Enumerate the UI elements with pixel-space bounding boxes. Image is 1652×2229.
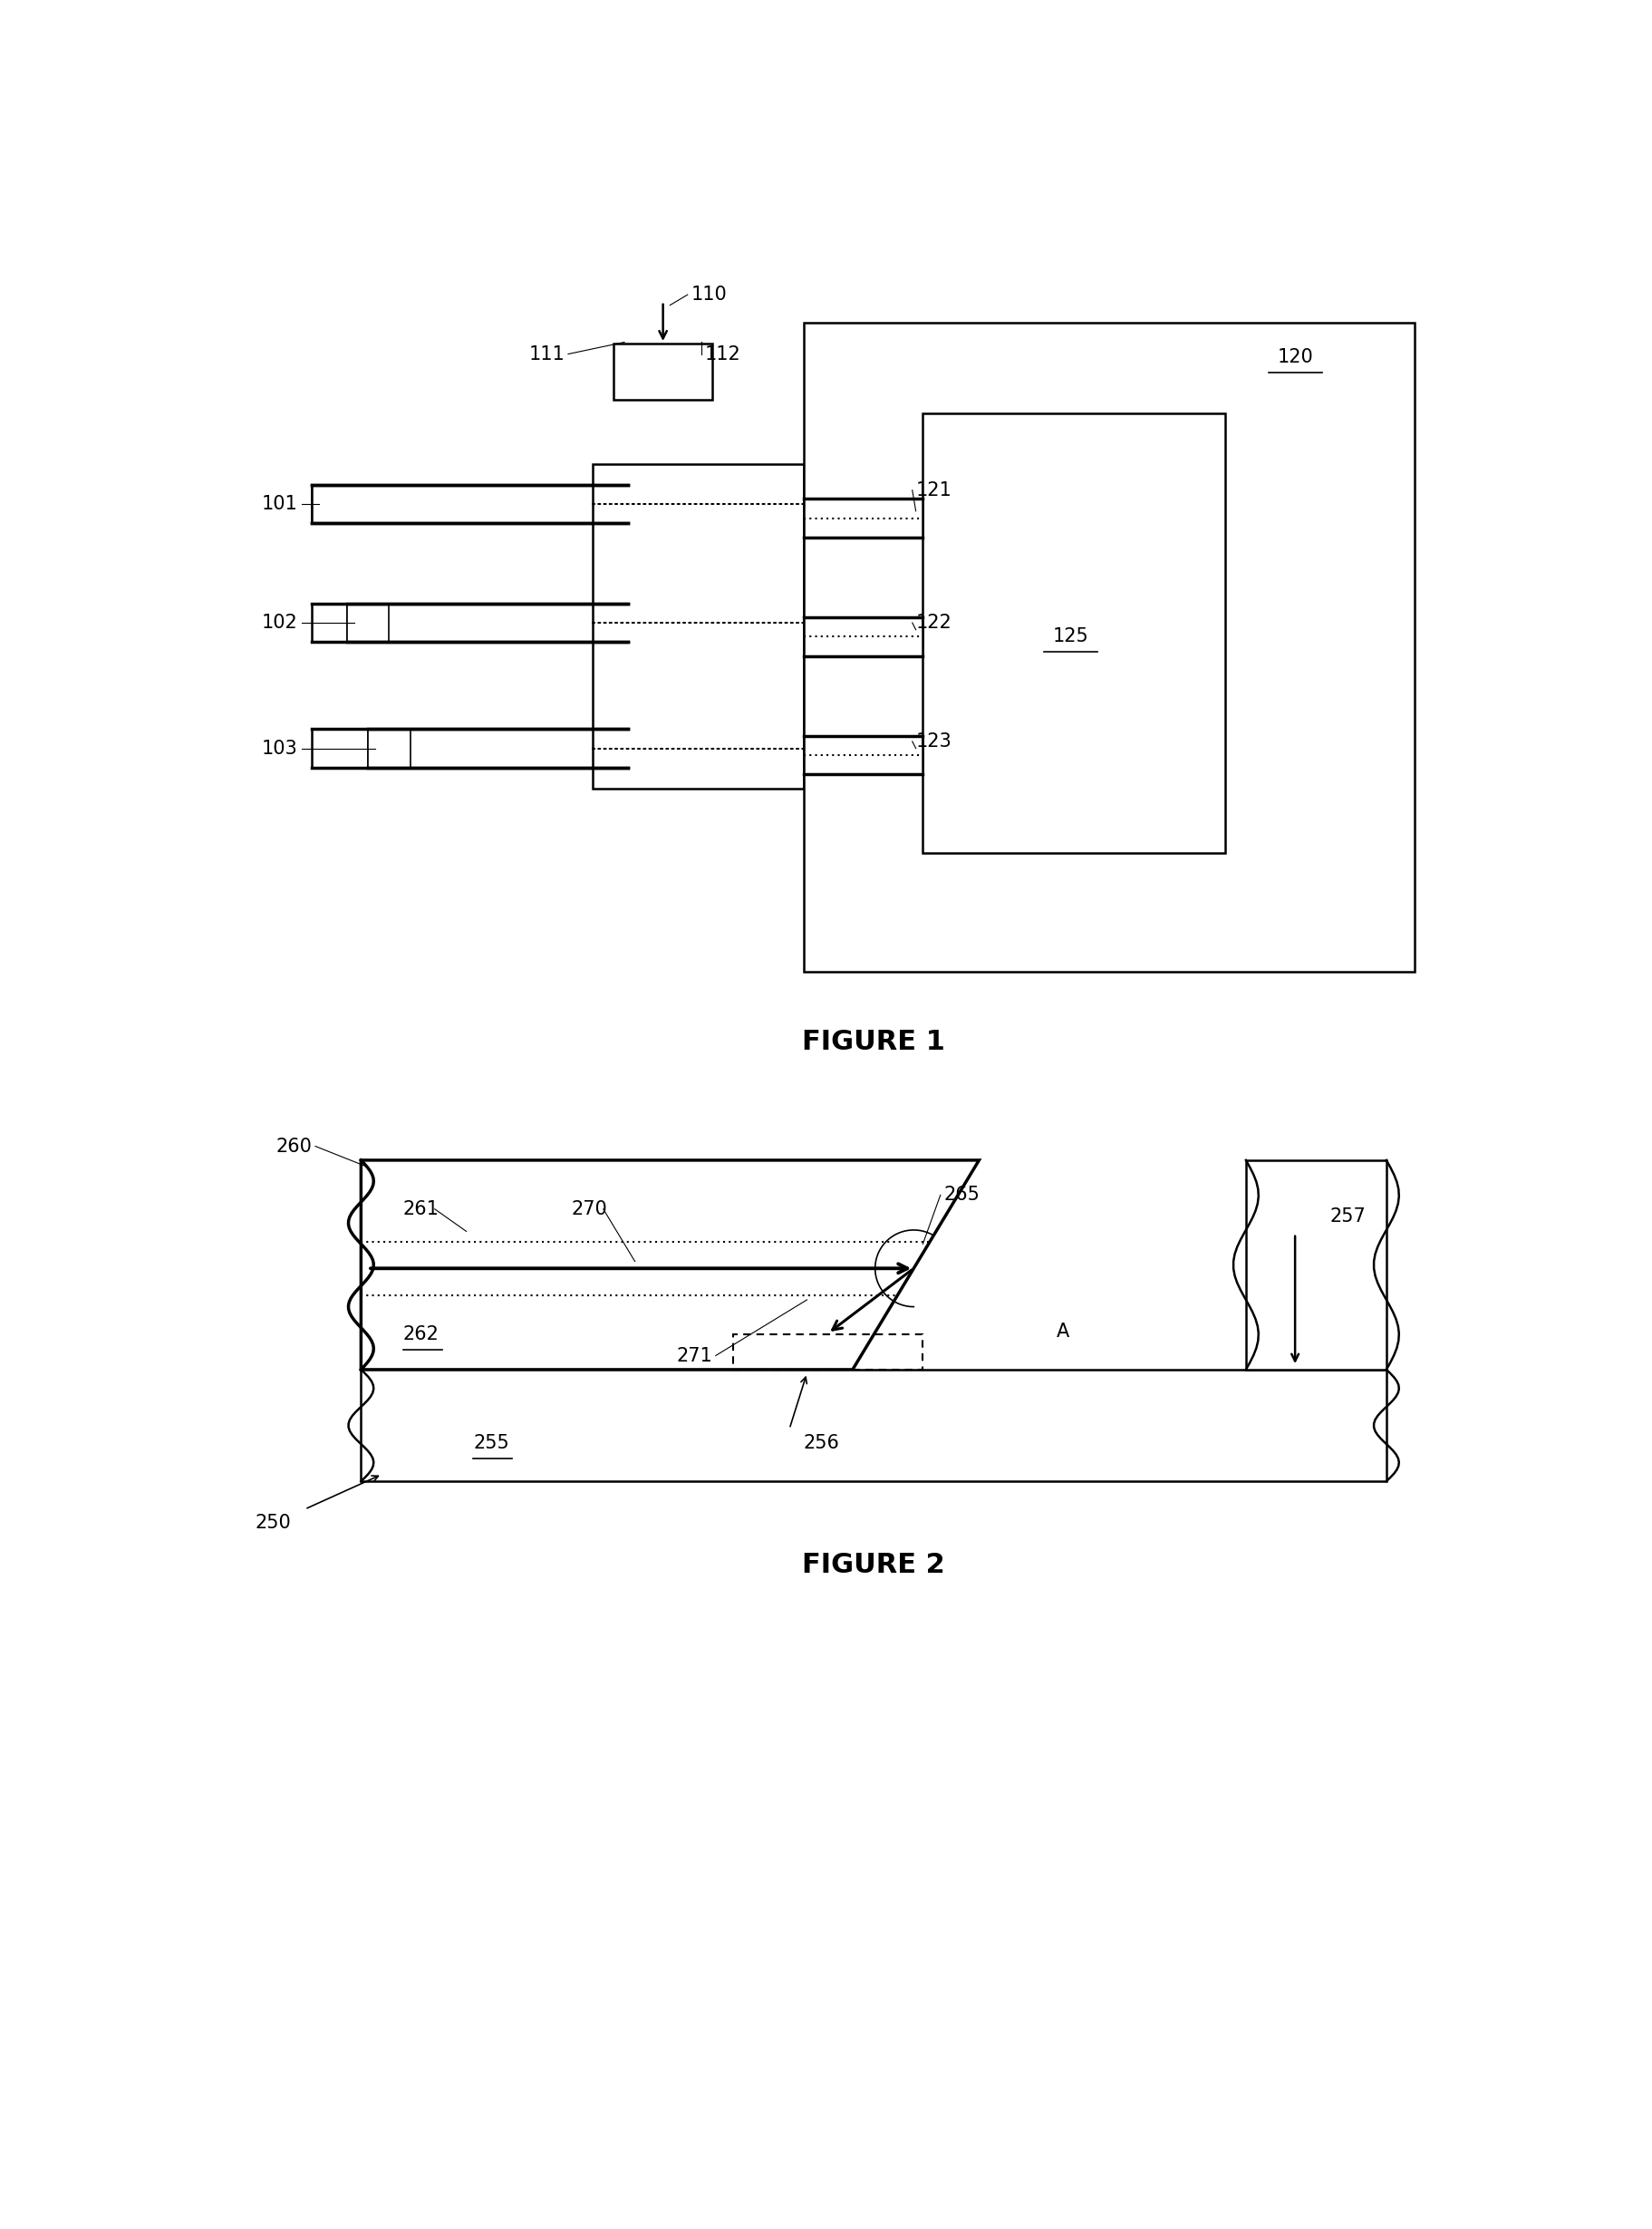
Polygon shape [362, 1161, 980, 1369]
Text: 121: 121 [915, 481, 952, 499]
Polygon shape [362, 1369, 1386, 1482]
Polygon shape [803, 499, 923, 537]
Text: 101: 101 [261, 495, 297, 513]
Text: 250: 250 [254, 1513, 291, 1531]
Text: FIGURE 2: FIGURE 2 [803, 1551, 945, 1578]
Text: 120: 120 [1277, 348, 1313, 366]
Text: 260: 260 [276, 1137, 312, 1155]
Text: 110: 110 [691, 285, 727, 303]
Polygon shape [593, 464, 803, 789]
Text: 111: 111 [529, 345, 565, 363]
Text: 265: 265 [943, 1186, 980, 1204]
Text: 257: 257 [1330, 1206, 1366, 1226]
Text: FIGURE 1: FIGURE 1 [803, 1028, 945, 1054]
Text: 122: 122 [915, 613, 952, 631]
Polygon shape [368, 729, 628, 767]
Text: 123: 123 [915, 733, 952, 751]
Text: 112: 112 [705, 345, 742, 363]
Text: 262: 262 [403, 1326, 439, 1344]
Polygon shape [803, 617, 923, 655]
Text: 102: 102 [261, 613, 297, 631]
Text: 271: 271 [676, 1346, 712, 1364]
Text: 270: 270 [572, 1199, 608, 1217]
Polygon shape [803, 736, 923, 773]
Polygon shape [1246, 1161, 1386, 1369]
Polygon shape [312, 486, 628, 524]
Text: 103: 103 [261, 740, 297, 758]
Text: A: A [1056, 1322, 1069, 1340]
Polygon shape [347, 604, 390, 642]
Polygon shape [312, 729, 628, 767]
Text: 125: 125 [1052, 629, 1089, 646]
Polygon shape [368, 729, 410, 767]
Polygon shape [923, 412, 1224, 854]
Text: 255: 255 [474, 1433, 509, 1451]
Polygon shape [312, 604, 628, 642]
Polygon shape [615, 343, 712, 399]
Text: 261: 261 [403, 1199, 439, 1217]
Text: 256: 256 [803, 1433, 839, 1451]
Polygon shape [312, 486, 628, 524]
Polygon shape [347, 604, 628, 642]
Polygon shape [803, 323, 1414, 972]
